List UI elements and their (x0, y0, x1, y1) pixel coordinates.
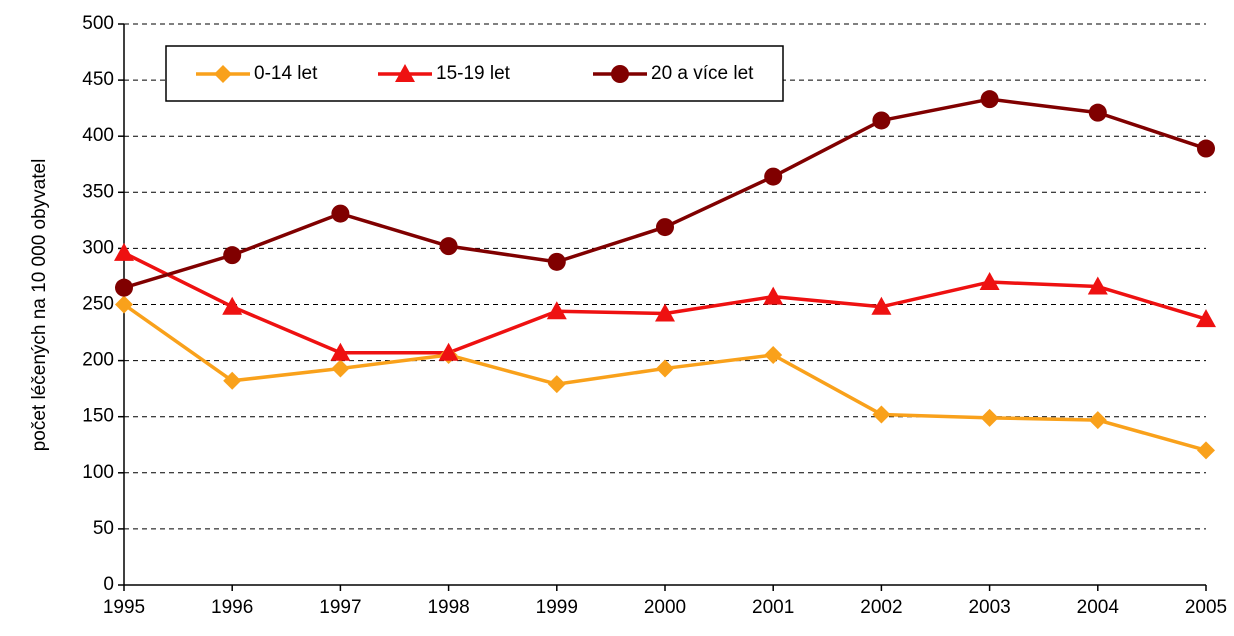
x-tick-label: 1997 (319, 597, 361, 618)
legend-marker (214, 65, 232, 83)
marker (547, 252, 566, 271)
marker (114, 242, 134, 261)
marker (872, 111, 891, 130)
y-tick-label: 0 (103, 574, 114, 595)
x-tick-label: 1996 (211, 597, 253, 618)
x-tick-label: 1999 (536, 597, 578, 618)
marker (980, 408, 999, 427)
x-tick-label: 2003 (968, 597, 1010, 618)
marker (115, 278, 133, 297)
y-tick-label: 200 (82, 350, 114, 371)
marker (331, 204, 350, 223)
x-tick-label: 2004 (1077, 597, 1120, 618)
legend-box (165, 45, 784, 102)
marker (115, 295, 133, 314)
y-tick-label: 100 (82, 462, 114, 483)
x-tick-label: 2001 (752, 597, 794, 618)
marker (1087, 276, 1108, 295)
marker (223, 371, 242, 390)
marker (1196, 309, 1216, 328)
marker (223, 246, 242, 265)
marker (1197, 441, 1215, 460)
x-tick-label: 2000 (644, 597, 686, 618)
y-tick-label: 400 (82, 125, 114, 146)
x-tick-label: 2002 (860, 597, 902, 618)
y-tick-label: 450 (82, 69, 114, 90)
legend-label: 15-19 let (436, 63, 511, 84)
x-tick-label: 2005 (1185, 597, 1227, 618)
y-tick-label: 300 (82, 237, 114, 258)
marker (655, 303, 675, 322)
legend-label: 20 a více let (651, 63, 754, 84)
marker (547, 375, 566, 394)
marker (871, 296, 892, 315)
marker (1197, 139, 1215, 158)
legend-marker (611, 65, 629, 83)
marker (656, 218, 674, 237)
marker (222, 296, 243, 315)
x-tick-label: 1995 (103, 597, 145, 618)
marker (439, 237, 458, 256)
y-tick-label: 50 (93, 518, 114, 539)
marker (872, 405, 891, 424)
marker (1088, 411, 1107, 430)
marker (763, 286, 784, 305)
y-tick-label: 350 (82, 181, 114, 202)
marker (764, 345, 783, 364)
marker (656, 359, 674, 378)
marker (764, 167, 783, 186)
marker (331, 359, 350, 378)
y-axis-label: počet léčených na 10 000 obyvatel (29, 159, 50, 452)
marker (979, 272, 1000, 291)
legend-marker (395, 64, 415, 82)
marker (438, 342, 459, 361)
marker (1088, 103, 1107, 122)
legend: 0-14 let 15-19 let 20 a více let (165, 45, 784, 102)
marker (330, 342, 351, 361)
marker (980, 90, 999, 109)
y-tick-label: 150 (82, 406, 114, 427)
y-tick-label: 250 (82, 294, 114, 315)
x-tick-label: 1998 (427, 597, 469, 618)
legend-label: 0-14 let (254, 63, 318, 84)
y-tick-label: 500 (82, 13, 114, 34)
marker (546, 301, 567, 320)
